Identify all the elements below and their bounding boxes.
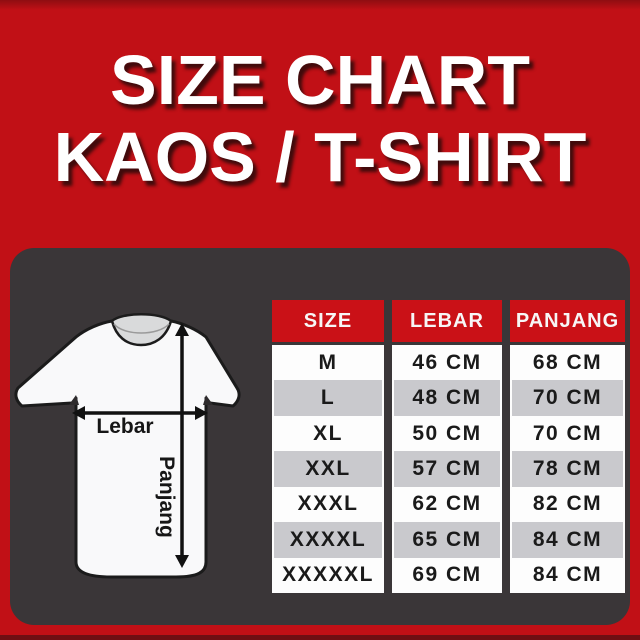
- table-cell-panjang: 84 CM: [532, 563, 603, 587]
- lebar-column-body: 46 CM 48 CM 50 CM 57 CM 62 CM 65 CM 69 C…: [392, 345, 502, 593]
- column-header-size: SIZE: [272, 300, 384, 342]
- length-label: Panjang: [155, 456, 178, 538]
- size-table-column-lebar: LEBAR 46 CM 48 CM 50 CM 57 CM 62 CM 65 C…: [392, 300, 502, 593]
- bottom-border-strip: [0, 635, 640, 640]
- table-cell-panjang: 82 CM: [532, 492, 603, 516]
- table-cell-panjang: 78 CM: [512, 451, 623, 487]
- size-table-column-size: SIZE M L XL XXL XXXL XXXXL XXXXXL: [272, 300, 384, 593]
- table-cell-size: M: [318, 350, 338, 374]
- title-line-1: SIZE CHART: [110, 41, 530, 119]
- table-cell-lebar: 62 CM: [412, 492, 482, 516]
- underarm-notch-left: [69, 395, 79, 405]
- width-arrow: [72, 406, 208, 420]
- table-cell-panjang: 68 CM: [532, 350, 603, 374]
- table-cell-lebar: 57 CM: [394, 451, 500, 487]
- title-line-2: KAOS / T-SHIRT: [53, 118, 587, 196]
- tshirt-measurement-diagram: Lebar Panjang: [14, 313, 241, 579]
- table-cell-size: XXL: [274, 451, 382, 487]
- table-cell-lebar: 69 CM: [412, 563, 482, 587]
- size-column-body: M L XL XXL XXXL XXXXL XXXXXL: [272, 345, 384, 593]
- table-cell-panjang: 70 CM: [532, 421, 603, 445]
- underarm-notch-right: [203, 395, 213, 405]
- tshirt-collar: [110, 313, 173, 347]
- table-cell-lebar: 48 CM: [394, 380, 500, 416]
- table-cell-size: XXXXL: [274, 522, 382, 558]
- table-cell-size: XXXXXL: [282, 563, 374, 587]
- page-title: SIZE CHART KAOS / T-SHIRT: [0, 42, 640, 196]
- table-cell-size: L: [274, 380, 382, 416]
- table-cell-lebar: 46 CM: [412, 350, 482, 374]
- table-cell-panjang: 84 CM: [512, 522, 623, 558]
- table-cell-size: XL: [313, 421, 343, 445]
- table-cell-size: XXXL: [297, 492, 359, 516]
- width-label: Lebar: [96, 415, 153, 438]
- table-cell-panjang: 70 CM: [512, 380, 623, 416]
- table-cell-lebar: 65 CM: [394, 522, 500, 558]
- column-header-lebar: LEBAR: [392, 300, 502, 342]
- tshirt-outline: [14, 319, 241, 579]
- collar-inner-line: [113, 323, 170, 334]
- table-cell-lebar: 50 CM: [412, 421, 482, 445]
- length-arrow: [175, 323, 189, 568]
- size-table: SIZE M L XL XXL XXXL XXXXL XXXXXL LEBAR …: [272, 300, 625, 593]
- size-table-column-panjang: PANJANG 68 CM 70 CM 70 CM 78 CM 82 CM 84…: [510, 300, 625, 593]
- panjang-column-body: 68 CM 70 CM 70 CM 78 CM 82 CM 84 CM 84 C…: [510, 345, 625, 593]
- column-header-panjang: PANJANG: [510, 300, 625, 342]
